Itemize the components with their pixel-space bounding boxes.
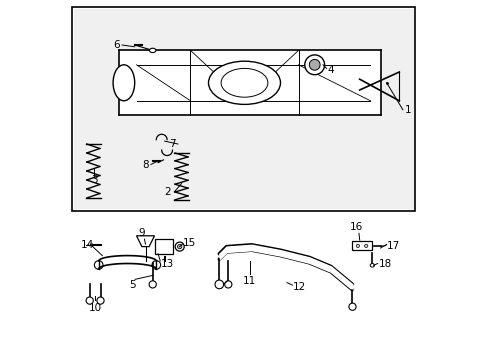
Text: 13: 13 [161, 258, 174, 269]
Ellipse shape [356, 244, 359, 248]
Text: 16: 16 [349, 222, 363, 232]
Text: 6: 6 [113, 40, 120, 50]
Polygon shape [136, 236, 154, 247]
Circle shape [215, 280, 223, 289]
Ellipse shape [304, 55, 324, 75]
Circle shape [348, 303, 355, 310]
Text: 5: 5 [216, 281, 223, 291]
Polygon shape [352, 241, 371, 250]
Polygon shape [154, 239, 172, 254]
Text: 11: 11 [243, 276, 256, 287]
Text: 12: 12 [292, 282, 305, 292]
Text: 9: 9 [138, 228, 145, 238]
Ellipse shape [113, 65, 134, 101]
Text: 2: 2 [164, 187, 170, 197]
Text: 15: 15 [183, 238, 196, 248]
Ellipse shape [149, 48, 156, 53]
Text: 4: 4 [326, 65, 333, 75]
Circle shape [97, 297, 104, 304]
Ellipse shape [309, 59, 320, 70]
Circle shape [224, 281, 231, 288]
Text: 10: 10 [88, 303, 102, 313]
Text: 3: 3 [90, 175, 97, 185]
Bar [72, 7, 415, 211]
Text: 7: 7 [169, 139, 176, 149]
Circle shape [149, 281, 156, 288]
Text: 8: 8 [142, 159, 149, 170]
Ellipse shape [175, 242, 184, 251]
Ellipse shape [208, 61, 280, 104]
Text: 5: 5 [129, 280, 136, 290]
Circle shape [86, 297, 93, 304]
Text: 1: 1 [404, 105, 410, 115]
Ellipse shape [364, 244, 367, 248]
Text: 17: 17 [386, 240, 399, 251]
Bar [73, 9, 413, 209]
Ellipse shape [369, 264, 374, 267]
Text: 14: 14 [81, 240, 94, 250]
Ellipse shape [177, 244, 182, 249]
Text: 18: 18 [378, 258, 391, 269]
